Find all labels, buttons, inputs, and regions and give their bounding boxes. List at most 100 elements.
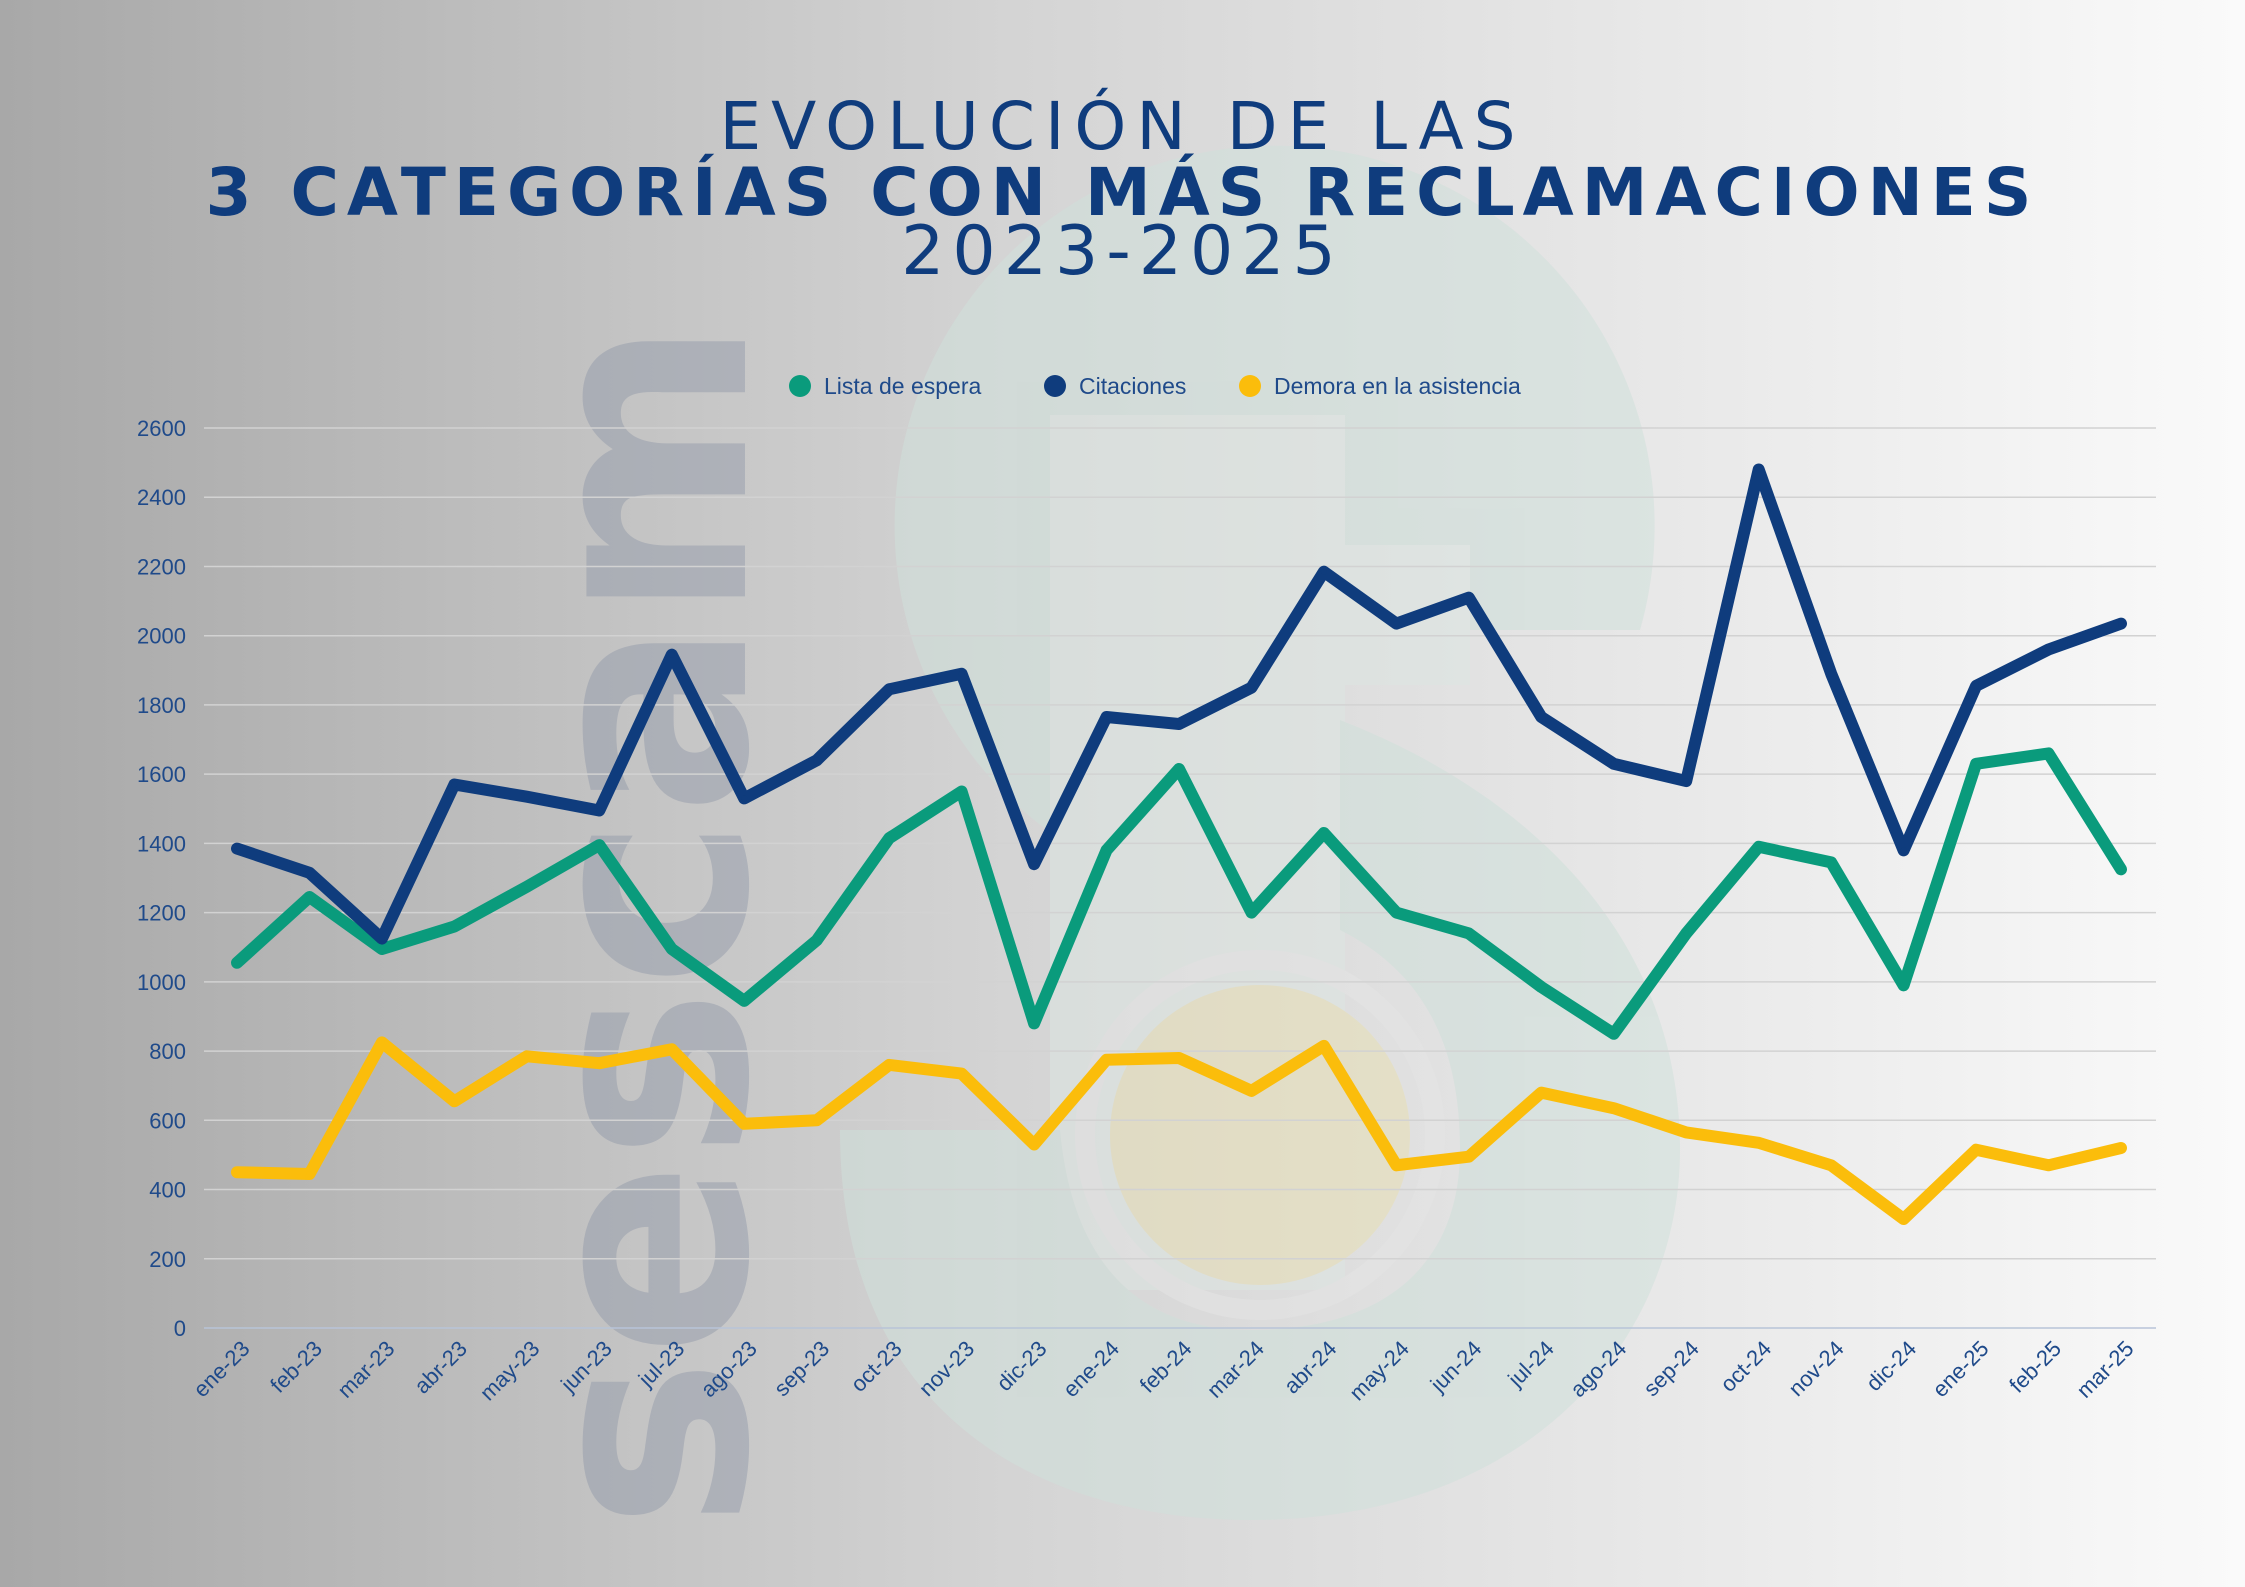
data-point <box>741 997 748 1004</box>
data-point <box>1828 1162 1835 1169</box>
x-tick-label: mar-23 <box>333 1336 400 1403</box>
data-point <box>886 686 893 693</box>
data-point <box>1973 760 1980 767</box>
x-tick-label: oct-24 <box>1715 1336 1776 1397</box>
data-point <box>451 923 458 930</box>
x-tick-label: jun-24 <box>1425 1336 1487 1398</box>
data-point <box>1610 1030 1617 1037</box>
legend-marker <box>789 375 811 397</box>
legend-label: Demora en la asistencia <box>1274 373 1521 399</box>
data-point <box>523 883 530 890</box>
x-tick-label: ene-23 <box>188 1336 254 1402</box>
data-point <box>1828 859 1835 866</box>
data-point <box>1320 830 1327 836</box>
y-tick-label: 2600 <box>137 416 186 441</box>
data-point <box>1393 620 1400 627</box>
data-point <box>1755 466 1762 473</box>
data-point <box>958 670 965 677</box>
data-point <box>1320 568 1327 575</box>
x-tick-label: mar-24 <box>1202 1336 1269 1403</box>
data-point <box>451 781 458 788</box>
title-line-1: EVOLUCIÓN DE LAS <box>719 88 1526 165</box>
data-point <box>1610 760 1617 767</box>
data-point <box>1538 984 1545 991</box>
y-tick-label: 1800 <box>137 693 186 718</box>
data-point <box>1683 1129 1690 1136</box>
data-point <box>1103 714 1110 721</box>
data-point <box>741 795 748 802</box>
data-point <box>1176 1055 1182 1061</box>
y-tick-label: 600 <box>149 1108 186 1133</box>
y-tick-label: 1200 <box>137 901 186 926</box>
legend: Lista de espera Citaciones Demora en la as… <box>789 373 1521 399</box>
x-tick-label: ago-23 <box>696 1336 762 1402</box>
data-point <box>1465 930 1472 937</box>
data-point <box>234 959 240 966</box>
y-tick-label: 800 <box>149 1039 186 1064</box>
data-point <box>958 788 965 795</box>
data-point <box>378 1039 385 1046</box>
data-point <box>378 945 385 952</box>
x-tick-label: jul-23 <box>633 1336 689 1392</box>
x-tick-label: dic-24 <box>1861 1336 1921 1396</box>
data-point <box>2118 1145 2124 1151</box>
data-point <box>2118 620 2124 627</box>
data-point <box>1031 861 1038 868</box>
data-point <box>2045 646 2052 653</box>
data-point <box>1755 1139 1762 1146</box>
data-point <box>1176 765 1182 772</box>
legend-label: Citaciones <box>1079 373 1186 399</box>
legend-marker <box>1239 375 1261 397</box>
data-point <box>886 835 893 842</box>
data-point <box>1828 670 1835 677</box>
y-tick-label: 2000 <box>137 624 186 649</box>
data-point <box>1248 909 1255 916</box>
data-point <box>2045 750 2052 757</box>
data-point <box>1248 684 1255 691</box>
data-point <box>1755 843 1762 850</box>
data-point <box>1538 1089 1545 1096</box>
data-point <box>886 1061 893 1068</box>
data-point <box>378 935 385 942</box>
data-point <box>1900 982 1907 989</box>
data-point <box>596 1060 603 1067</box>
data-point <box>451 1098 458 1105</box>
data-point <box>2118 866 2124 873</box>
y-tick-label: 2200 <box>137 554 186 579</box>
data-point <box>813 1117 820 1124</box>
y-tick-label: 0 <box>174 1316 186 1341</box>
data-point <box>1031 1020 1038 1027</box>
data-point <box>1103 1056 1110 1063</box>
x-tick-label: jul-24 <box>1502 1336 1558 1392</box>
data-point <box>1465 594 1472 601</box>
data-point <box>1973 682 1980 689</box>
series-lines <box>231 463 2127 1225</box>
x-tick-label: feb-25 <box>2004 1336 2066 1398</box>
data-point <box>596 842 603 849</box>
x-tick-label: may-24 <box>1344 1336 1414 1406</box>
data-point <box>1176 720 1182 727</box>
data-point <box>306 1170 313 1177</box>
x-tick-label: abr-24 <box>1279 1336 1342 1399</box>
data-point <box>2045 1162 2052 1169</box>
data-point <box>1248 1087 1255 1094</box>
x-tick-label: jun-23 <box>555 1336 617 1398</box>
sescam-logo-watermark <box>840 145 1680 1520</box>
data-point <box>1393 1162 1400 1169</box>
series-line-2 <box>231 1036 2127 1225</box>
data-point <box>1683 930 1690 937</box>
data-point <box>306 869 313 876</box>
data-point <box>234 845 240 852</box>
data-point <box>306 894 313 901</box>
y-tick-label: 2400 <box>137 485 186 510</box>
data-point <box>668 651 675 658</box>
x-tick-label: may-23 <box>475 1336 545 1406</box>
data-point <box>1683 778 1690 785</box>
x-tick-label: ene-25 <box>1927 1336 1993 1402</box>
data-point <box>1465 1153 1472 1160</box>
y-tick-label: 1400 <box>137 831 186 856</box>
legend-label: Lista de espera <box>824 373 981 399</box>
x-tick-label: nov-24 <box>1783 1336 1848 1401</box>
